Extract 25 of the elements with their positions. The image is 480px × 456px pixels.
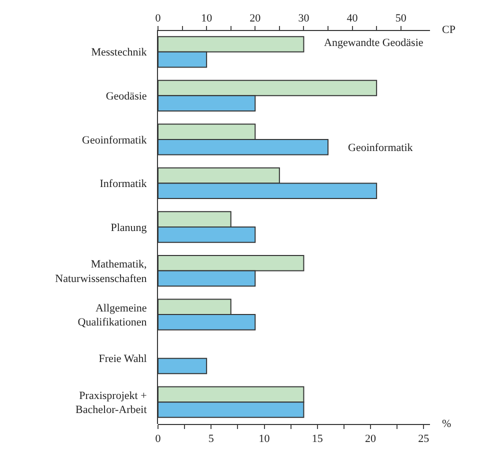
x-tick-label: 0 bbox=[155, 12, 162, 25]
x-tick-label: 10 bbox=[201, 12, 213, 25]
x2-tick-label: 20 bbox=[365, 433, 376, 446]
y-tick-label: Allgemeine Qualifikationen bbox=[78, 302, 148, 329]
y-tick-label: Informatik bbox=[100, 178, 148, 190]
x-tick-label: 40 bbox=[346, 12, 358, 25]
x-tick-label: 50 bbox=[395, 12, 407, 25]
y-tick-label: Geodäsie bbox=[106, 90, 147, 103]
x-tick-label: 20 bbox=[250, 12, 262, 25]
x2-tick-label: 10 bbox=[258, 433, 270, 446]
series-label: Geoinformatik bbox=[348, 142, 414, 154]
x2-axis-title: % bbox=[442, 418, 452, 430]
x2-tick-label: 15 bbox=[312, 433, 324, 446]
x2-tick-label: 0 bbox=[155, 433, 162, 446]
x-tick-label: 30 bbox=[298, 12, 310, 25]
y-tick-label: Freie Wahl bbox=[98, 353, 147, 366]
y-tick-label: Planung bbox=[110, 222, 148, 234]
x-axis-title: CP bbox=[442, 24, 456, 36]
y-tick-label: Praxisprojekt + Bachelor-Arbeit bbox=[76, 390, 147, 416]
y-tick-label: Mathematik, Naturwissenschaften bbox=[55, 258, 148, 285]
series-label: Angewandte Geodäsie bbox=[324, 37, 424, 49]
y-tick-label: Geoinformatik bbox=[82, 134, 148, 146]
x2-tick-label: 25 bbox=[418, 433, 430, 446]
x2-tick-label: 5 bbox=[208, 433, 214, 446]
y-tick-label: Messtechnik bbox=[91, 46, 148, 59]
